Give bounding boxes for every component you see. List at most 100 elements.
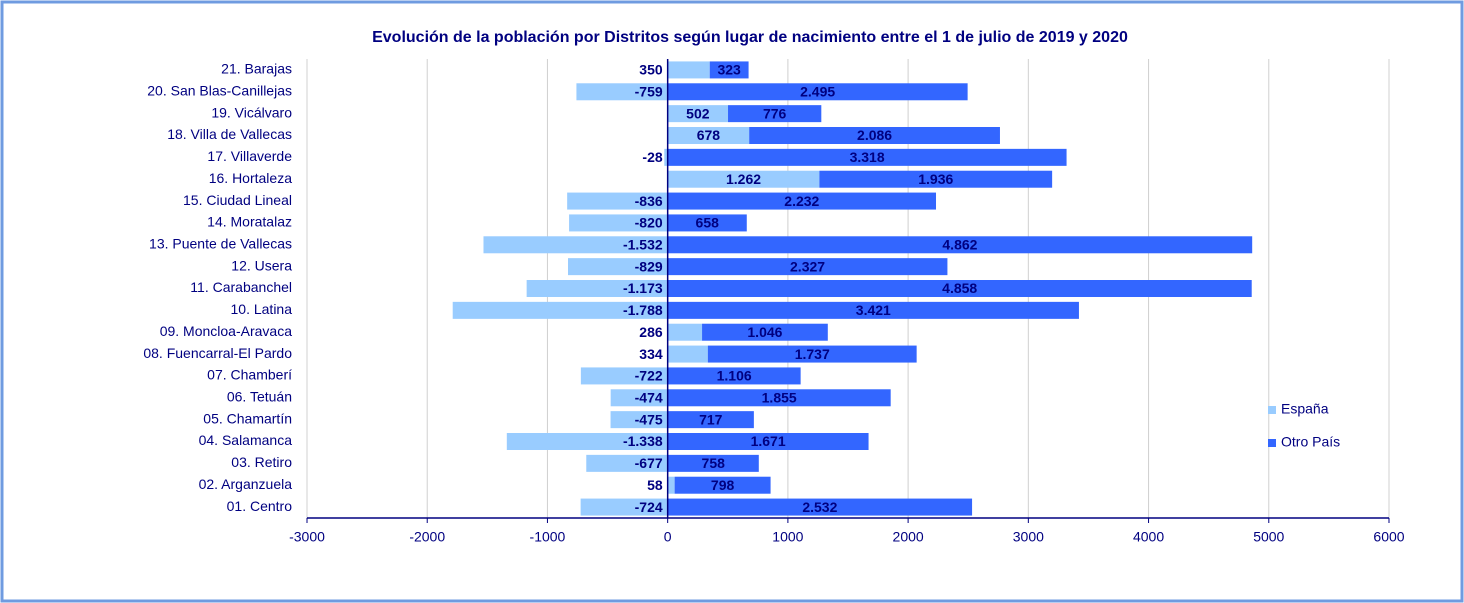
bar: [667, 280, 1252, 297]
category-label: 18. Villa de Vallecas: [167, 126, 292, 142]
data-label: 1.106: [717, 368, 752, 384]
legend-swatch: [1268, 439, 1276, 447]
data-label: -759: [635, 83, 663, 99]
legend-label: Otro País: [1281, 434, 1340, 450]
bar: [667, 83, 968, 101]
category-label: 09. Moncloa-Aravaca: [160, 323, 293, 339]
category-label: 05. Chamartín: [203, 410, 292, 426]
bar: [728, 105, 822, 123]
bar: [702, 323, 828, 341]
category-label: 20. San Blas-Canillejas: [147, 82, 292, 98]
data-label: -28: [642, 149, 662, 165]
x-tick-label: 6000: [1373, 529, 1404, 545]
data-label: 58: [647, 477, 663, 493]
data-label: 2.232: [784, 193, 819, 209]
bar: [667, 433, 869, 450]
bar: [707, 345, 917, 363]
category-label: 15. Ciudad Lineal: [183, 192, 292, 208]
category-label: 07. Chamberí: [207, 367, 292, 383]
bar: [667, 258, 948, 276]
bar: [667, 105, 729, 123]
bar: [667, 389, 891, 407]
data-label: -1.173: [623, 280, 663, 296]
category-label: 01. Centro: [227, 498, 293, 514]
bar: [664, 148, 668, 166]
data-label: 323: [717, 62, 741, 78]
data-label: 3.421: [856, 302, 891, 318]
data-label: 350: [639, 62, 663, 78]
data-label: -1.532: [623, 236, 663, 252]
category-label: 03. Retiro: [231, 454, 292, 470]
bar: [567, 192, 668, 210]
data-label: 1.262: [726, 171, 761, 187]
data-label: 334: [639, 346, 663, 362]
data-label: -474: [635, 389, 663, 405]
data-label: 758: [702, 455, 726, 471]
x-tick-label: 1000: [772, 529, 803, 545]
bar: [580, 498, 668, 516]
bar: [674, 476, 771, 494]
bar: [452, 301, 668, 319]
data-label: -1.788: [623, 302, 663, 318]
data-label: 717: [699, 411, 723, 427]
bar: [667, 127, 750, 144]
category-label: 17. Villaverde: [207, 148, 292, 164]
bar: [667, 411, 754, 429]
x-tick-label: 4000: [1133, 529, 1164, 545]
data-label: -475: [635, 411, 663, 427]
bar: [586, 454, 668, 472]
bar: [667, 236, 1253, 254]
bar: [526, 280, 668, 297]
x-tick-label: -3000: [289, 529, 325, 545]
bar: [667, 170, 820, 188]
bar: [667, 323, 703, 341]
bar: [667, 148, 1067, 166]
bar: [667, 498, 973, 516]
data-label: -820: [635, 215, 663, 231]
chart-title: Evolución de la población por Distritos …: [372, 29, 1128, 46]
data-label: 502: [686, 105, 710, 121]
data-label: -677: [635, 455, 663, 471]
legend-label: España: [1281, 401, 1329, 417]
data-label: 2.495: [800, 83, 835, 99]
bar: [667, 61, 710, 79]
bar: [709, 61, 749, 79]
data-label: 1.046: [747, 324, 782, 340]
bar: [667, 192, 937, 210]
data-label: 1.737: [795, 346, 830, 362]
x-tick-label: -1000: [530, 529, 566, 545]
bar: [569, 214, 668, 232]
x-tick-label: 3000: [1013, 529, 1044, 545]
category-label: 10. Latina: [231, 301, 293, 317]
data-label: 1.855: [762, 389, 797, 405]
bar: [667, 214, 747, 232]
x-tick-label: 5000: [1253, 529, 1284, 545]
data-label: -724: [635, 499, 663, 515]
category-label: 04. Salamanca: [199, 432, 293, 448]
data-label: 2.327: [790, 258, 825, 274]
data-label: 3.318: [850, 149, 885, 165]
bar: [576, 83, 668, 101]
category-label: 21. Barajas: [221, 61, 292, 77]
data-label: 776: [763, 105, 787, 121]
data-label: 1.936: [918, 171, 953, 187]
data-label: 678: [697, 127, 721, 143]
data-label: -829: [635, 258, 663, 274]
bar: [667, 476, 675, 494]
data-label: 658: [696, 215, 720, 231]
bar: [568, 258, 668, 276]
bar: [610, 389, 668, 407]
bar: [667, 301, 1079, 319]
bar: [667, 454, 759, 472]
category-label: 06. Tetuán: [227, 388, 292, 404]
data-label: -1.338: [623, 433, 663, 449]
category-label: 16. Hortaleza: [209, 170, 292, 186]
category-label: 02. Arganzuela: [199, 476, 293, 492]
bar: [667, 345, 708, 363]
x-tick-label: -2000: [409, 529, 445, 545]
bar: [819, 170, 1053, 188]
category-label: 13. Puente de Vallecas: [149, 235, 292, 251]
category-label: 08. Fuencarral-El Pardo: [143, 345, 292, 361]
bar: [749, 127, 1000, 144]
